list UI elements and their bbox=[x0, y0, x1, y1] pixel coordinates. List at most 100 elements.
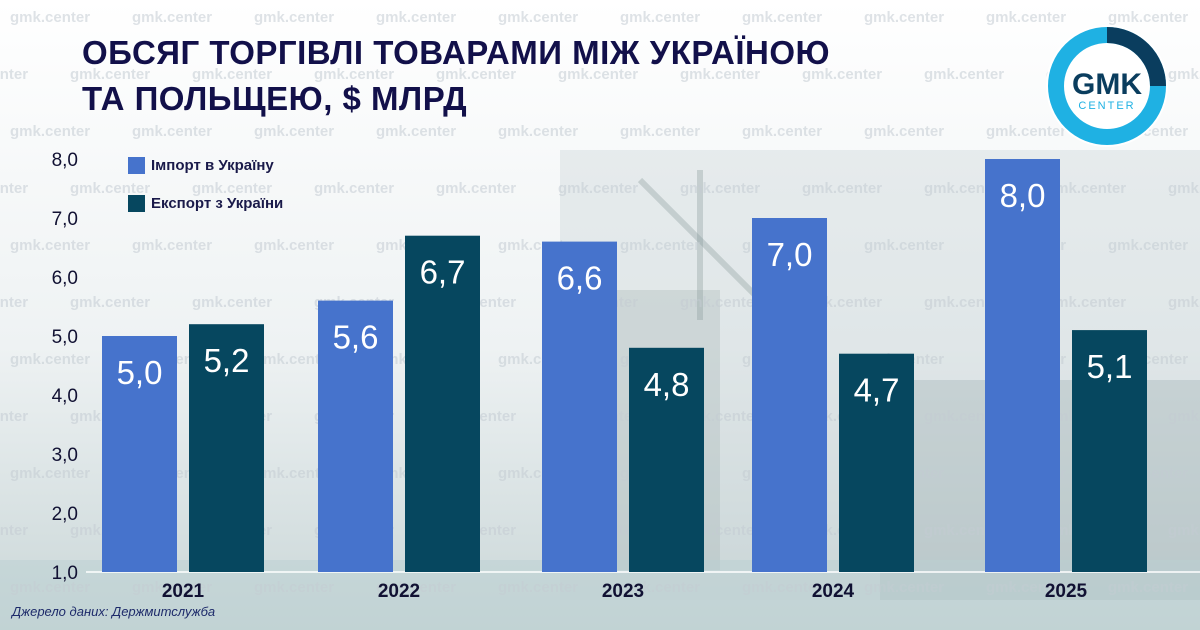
legend-item-export: Експорт з України bbox=[128, 192, 283, 214]
logo-word: GMK bbox=[1072, 68, 1142, 101]
watermark-text: gmk.center bbox=[0, 408, 28, 425]
watermark-text: gmk.center bbox=[864, 9, 944, 26]
watermark-text: gmk.center bbox=[558, 180, 638, 197]
watermark-text: gmk.center bbox=[1168, 180, 1200, 197]
bar-export bbox=[189, 324, 264, 572]
watermark-text: gmk.center bbox=[132, 9, 212, 26]
watermark-text: gmk.center bbox=[70, 294, 150, 311]
watermark-text: gmk.center bbox=[436, 180, 516, 197]
bar-value-label: 6,6 bbox=[557, 260, 603, 297]
watermark-text: gmk.center bbox=[986, 9, 1066, 26]
bar-value-label: 4,8 bbox=[644, 366, 690, 403]
watermark-text: gmk.center bbox=[1108, 9, 1188, 26]
bar-import bbox=[985, 159, 1060, 572]
watermark-text: gmk.center bbox=[620, 9, 700, 26]
y-tick-label: 2,0 bbox=[52, 504, 78, 525]
y-tick-label: 1,0 bbox=[52, 563, 78, 584]
y-tick-label: 8,0 bbox=[52, 150, 78, 171]
legend-swatch-import bbox=[128, 156, 145, 174]
watermark-text: gmk.center bbox=[70, 180, 150, 197]
bar-import bbox=[102, 336, 177, 572]
watermark-text: gmk.center bbox=[986, 579, 1066, 596]
watermark-text: gmk.center bbox=[0, 294, 28, 311]
watermark-text: gmk.center bbox=[1168, 522, 1200, 539]
x-tick-label: 2024 bbox=[812, 581, 855, 602]
watermark-text: gmk.center bbox=[10, 237, 90, 254]
watermark-text: gmk.center bbox=[620, 237, 700, 254]
bar-export bbox=[839, 353, 914, 572]
watermark-text: gmk.center bbox=[680, 66, 760, 83]
watermark-text: gmk.center bbox=[1108, 237, 1188, 254]
bar-value-label: 4,7 bbox=[854, 372, 900, 409]
watermark-text: gmk.center bbox=[498, 9, 578, 26]
watermark-text: gmk.center bbox=[742, 579, 822, 596]
x-tick-label: 2025 bbox=[1045, 581, 1088, 602]
watermark-text: gmk.center bbox=[314, 66, 394, 83]
watermark-text: gmk.center bbox=[314, 180, 394, 197]
watermark-text: gmk.center bbox=[924, 66, 1004, 83]
watermark-text: gmk.center bbox=[132, 123, 212, 140]
watermark-text: gmk.center bbox=[192, 294, 272, 311]
watermark-text: gmk.center bbox=[1046, 180, 1126, 197]
watermark-text: gmk.center bbox=[376, 123, 456, 140]
watermark-text: gmk.center bbox=[742, 9, 822, 26]
y-tick-label: 3,0 bbox=[52, 445, 78, 466]
bar-value-label: 8,0 bbox=[1000, 177, 1046, 214]
bar-import bbox=[752, 218, 827, 572]
watermark-text: gmk.center bbox=[864, 579, 944, 596]
legend-swatch-export bbox=[128, 194, 145, 212]
watermark-text: gmk.center bbox=[10, 579, 90, 596]
y-tick-label: 6,0 bbox=[52, 268, 78, 289]
watermark-text: gmk.center bbox=[1168, 294, 1200, 311]
watermark-text: gmk.center bbox=[436, 66, 516, 83]
watermark-text: gmk.center bbox=[986, 123, 1066, 140]
watermark-text: gmk.center bbox=[924, 294, 1004, 311]
watermark-text: gmk.center bbox=[864, 237, 944, 254]
bar-value-label: 5,0 bbox=[117, 354, 163, 391]
bar-value-label: 6,7 bbox=[420, 254, 466, 291]
watermark-text: gmk.center bbox=[1168, 66, 1200, 83]
watermark-text: gmk.center bbox=[10, 9, 90, 26]
x-tick-label: 2022 bbox=[378, 581, 420, 602]
watermark-text: gmk.center bbox=[254, 465, 334, 482]
watermark-text: gmk.center bbox=[192, 66, 272, 83]
watermark-text: gmk.center bbox=[924, 408, 1004, 425]
watermark-text: gmk.center bbox=[376, 9, 456, 26]
watermark-text: gmk.center bbox=[0, 66, 28, 83]
bar-value-label: 7,0 bbox=[767, 236, 813, 273]
bar-import bbox=[318, 300, 393, 572]
watermark-text: gmk.center bbox=[254, 123, 334, 140]
watermark-text: gmk.center bbox=[1168, 408, 1200, 425]
bar-export bbox=[405, 235, 480, 572]
watermark-text: gmk.center bbox=[10, 351, 90, 368]
source-note: Джерело даних: Держмитслужба bbox=[12, 604, 216, 619]
watermark-text: gmk.center bbox=[376, 579, 456, 596]
y-tick-label: 5,0 bbox=[52, 327, 78, 348]
watermark-text: gmk.center bbox=[132, 579, 212, 596]
bar-import bbox=[542, 241, 617, 572]
y-tick-label: 7,0 bbox=[52, 209, 78, 230]
bar-export bbox=[629, 347, 704, 572]
watermark-text: gmk.center bbox=[10, 465, 90, 482]
watermark-text: gmk.center bbox=[254, 579, 334, 596]
watermark-text: gmk.center bbox=[498, 123, 578, 140]
legend-label-export: Експорт з України bbox=[151, 194, 284, 212]
watermark-text: gmk.center bbox=[620, 579, 700, 596]
watermark-text: gmk.center bbox=[254, 9, 334, 26]
watermark-text: gmk.center bbox=[924, 180, 1004, 197]
watermark-text: gmk.center bbox=[1046, 294, 1126, 311]
watermark-text: gmk.center bbox=[802, 180, 882, 197]
y-tick-label: 4,0 bbox=[52, 386, 78, 407]
chart-title-line-2: ТА ПОЛЬЩЕЮ, $ МЛРД bbox=[82, 80, 468, 117]
watermark-text: gmk.center bbox=[1108, 579, 1188, 596]
bar-export bbox=[1072, 330, 1147, 572]
watermark-text: gmk.center bbox=[742, 123, 822, 140]
bar-value-label: 5,6 bbox=[333, 319, 379, 356]
watermark-text: gmk.center bbox=[192, 180, 272, 197]
legend-label-import: Імпорт в Україну bbox=[151, 156, 274, 174]
watermark-text: gmk.center bbox=[924, 522, 1004, 539]
watermark-text: gmk.center bbox=[70, 66, 150, 83]
legend-item-import: Імпорт в Україну bbox=[128, 154, 274, 176]
